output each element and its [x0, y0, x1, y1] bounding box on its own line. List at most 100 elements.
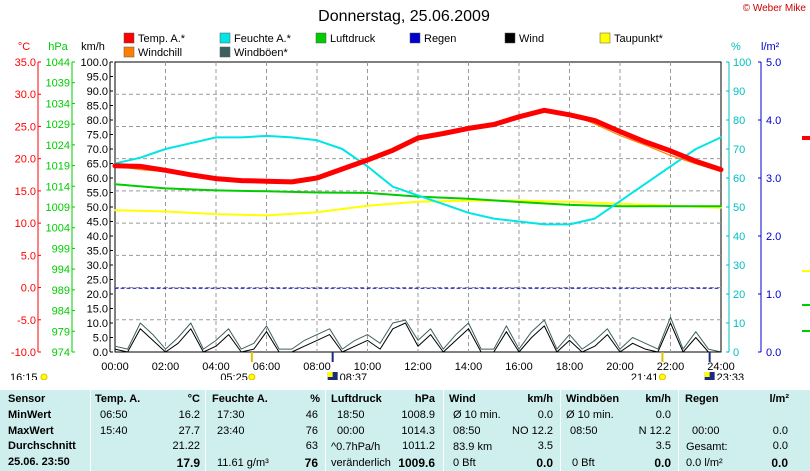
- moon-time-label: 23:33: [717, 372, 745, 380]
- temp-min-value: 16.2: [178, 409, 200, 421]
- temp-unit: °C: [187, 393, 200, 405]
- moon-time-label: 08:37: [340, 372, 368, 380]
- series-line-luftdruck: [114, 183, 722, 208]
- row-label-min: MinWert: [8, 409, 52, 421]
- rain-tick-label: 3.0: [766, 173, 781, 185]
- wind-tick-label: 15.0: [87, 304, 108, 316]
- temp-current-value: 17.9: [176, 456, 200, 470]
- series-line-taupunkt: [114, 199, 722, 217]
- row-label-max: MaxWert: [8, 425, 54, 437]
- pressure-min-time: 18:50: [337, 409, 365, 421]
- x-tick-label: 18:00: [556, 361, 584, 373]
- pressure-header: Luftdruck: [331, 393, 382, 405]
- temp-max-value: 27.7: [178, 425, 200, 437]
- wind-tick-label: 75.0: [87, 130, 108, 142]
- wind-beaufort: 0 Bft: [453, 457, 476, 469]
- chart-title: Donnerstag, 25.06.2009: [318, 8, 490, 25]
- pressure-tick-label: 999: [52, 243, 70, 255]
- gust-max-time: 08:50: [570, 425, 598, 437]
- x-tick-label: 08:00: [303, 361, 331, 373]
- gust-avg-value: 3.5: [655, 440, 671, 452]
- pressure-current-value: 1009.6: [398, 456, 435, 470]
- pressure-tick-label: 989: [52, 285, 70, 297]
- wind-tick-label: 65.0: [87, 159, 108, 171]
- sensor-header: Sensor: [8, 393, 46, 405]
- pressure-tick-label: 1009: [46, 202, 70, 214]
- wind-tick-label: 45.0: [87, 217, 108, 229]
- temp-tick-label: 15.0: [15, 186, 36, 198]
- series-line-feuchtea: [114, 134, 722, 226]
- wind-tick-label: 5.0: [93, 333, 108, 345]
- moon-icon-corner: [327, 372, 333, 377]
- legend-label: Feuchte A.*: [234, 33, 292, 45]
- pressure-tick-label: 984: [52, 306, 70, 318]
- humidity-tick-label: 40: [733, 231, 745, 243]
- edge-mark-yellow: [802, 270, 810, 272]
- humidity-min-value: 46: [305, 409, 318, 421]
- humidity-max-value: 76: [305, 425, 318, 437]
- wind-tick-label: 20.0: [87, 289, 108, 301]
- sun-icon: [248, 373, 256, 380]
- temp-tick-label: 20.0: [15, 154, 36, 166]
- sun-time-label: 05:25: [220, 372, 248, 380]
- wind-tick-label: 60.0: [87, 173, 108, 185]
- pressure-tick-label: 1039: [46, 78, 70, 90]
- grid: [114, 61, 722, 353]
- humidity-tick-label: 50: [733, 202, 745, 214]
- humidity-header: Feuchte A.: [212, 393, 268, 405]
- temp-header: Temp. A.: [95, 393, 141, 405]
- humidity-tick-label: 90: [733, 86, 745, 98]
- wind-tick-label: 85.0: [87, 101, 108, 113]
- humidity-avg-value: 63: [305, 440, 318, 452]
- pressure-tick-label: 1029: [46, 119, 70, 131]
- series-line-windben: [114, 316, 722, 353]
- absolute-humidity: 11.61 g/m³: [217, 457, 269, 469]
- pressure-unit-label: hPa: [48, 41, 68, 53]
- legend-swatch: [219, 46, 231, 58]
- x-tick-label: 12:00: [404, 361, 432, 373]
- legend: Temp. A.* Feuchte A.* Luftdruck Regen Wind Ta…: [123, 32, 664, 59]
- pressure-forecast: veränderlich: [331, 457, 391, 469]
- x-tick-label: 14:00: [455, 361, 483, 373]
- sun-time-label: 21:41: [631, 372, 659, 380]
- legend-label: Windböen*: [234, 47, 289, 59]
- row-label-current: 25.06. 23:50: [8, 456, 70, 468]
- humidity-tick-label: 30: [733, 260, 745, 272]
- pressure-trend: ^0.7hPa/h: [331, 441, 381, 453]
- rain-tick-label: 4.0: [766, 115, 781, 127]
- temp-tick-label: 25.0: [15, 121, 36, 133]
- sun-time-label: 16:15: [10, 372, 38, 380]
- pressure-tick-label: 1019: [46, 161, 70, 173]
- humidity-unit: %: [310, 393, 320, 405]
- series: [112, 107, 724, 353]
- pressure-tick-label: 1044: [46, 57, 70, 69]
- temp-max-time: 15:40: [100, 425, 128, 437]
- legend-swatch: [123, 46, 135, 58]
- humidity-tick-label: 20: [733, 289, 745, 301]
- humidity-tick-label: 100: [733, 57, 751, 69]
- rain-tick-label: 5.0: [766, 57, 781, 69]
- series-line-tempa: [112, 107, 724, 185]
- temp-avg-value: 21.22: [172, 440, 200, 452]
- x-tick-label: 20:00: [606, 361, 634, 373]
- wind-tick-label: 50.0: [87, 202, 108, 214]
- pressure-max-time: 00:00: [337, 425, 365, 437]
- rain-max-value: 0.0: [772, 425, 788, 437]
- wind-tick-label: 25.0: [87, 275, 108, 287]
- legend-label: Temp. A.*: [138, 33, 186, 45]
- wind-avg-value: 3.5: [537, 440, 553, 452]
- right-edge-marks: [802, 136, 810, 332]
- pressure-tick-label: 974: [52, 347, 70, 359]
- legend-label: Wind: [519, 33, 544, 45]
- pressure-unit: hPa: [414, 393, 435, 405]
- moon-icon-corner: [704, 372, 710, 377]
- wind-tick-label: 40.0: [87, 231, 108, 243]
- legend-label: Windchill: [138, 47, 182, 59]
- rain-max-time: 00:00: [692, 425, 720, 437]
- sun-icon: [658, 373, 666, 380]
- legend-swatch: [599, 32, 611, 44]
- pressure-tick-label: 1014: [46, 181, 70, 193]
- legend-label: Luftdruck: [330, 33, 376, 45]
- sun-moon-annotations: 16:15 05:25 08:37 21:41 23:33: [10, 352, 744, 380]
- edge-mark-green: [802, 304, 810, 306]
